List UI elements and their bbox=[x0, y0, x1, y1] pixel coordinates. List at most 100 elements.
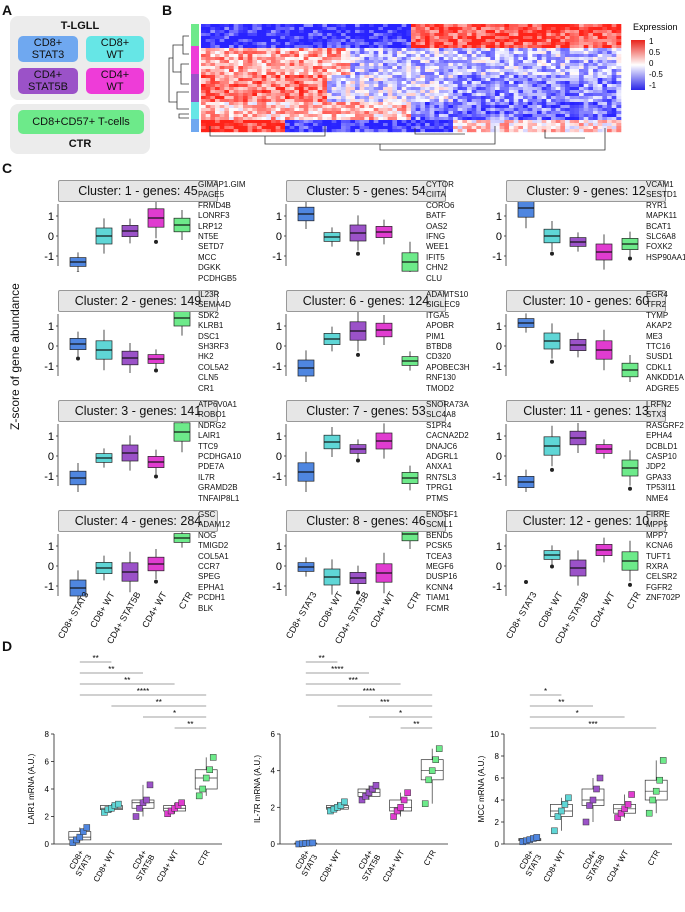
outlier-point bbox=[356, 251, 360, 256]
y-tick: 0 bbox=[48, 341, 54, 353]
cluster-boxplot: 1 0 -1 bbox=[492, 313, 639, 382]
outlier-point bbox=[356, 590, 360, 595]
significance-label: ** bbox=[108, 665, 114, 674]
y-axis-label: MCC mRNA (A.U.) bbox=[477, 755, 486, 822]
cell-cd8-stat3: CD8+ STAT3 bbox=[18, 36, 78, 62]
y-axis-label: IL-7R mRNA (A.U.) bbox=[253, 755, 262, 823]
y-axis-label: LAIR1 mRNA (A.U.) bbox=[27, 753, 36, 824]
data-point bbox=[617, 809, 625, 817]
data-point bbox=[533, 834, 541, 841]
heatmap-group-bar bbox=[191, 46, 199, 74]
y-tick: -1 bbox=[44, 471, 54, 483]
data-point bbox=[195, 792, 203, 800]
heatmap-group-bar bbox=[191, 102, 199, 119]
cluster-gene-list: ADAMTS10 SIGLEC9 ITGA5 APOBR PIM1 BTBD8 … bbox=[426, 290, 470, 393]
y-tick: 1 bbox=[48, 431, 54, 443]
x-tick-label: CTR bbox=[422, 848, 438, 867]
legend-tick: -0.5 bbox=[649, 70, 663, 79]
legend-tick: -1 bbox=[649, 81, 657, 90]
y-tick: 6 bbox=[271, 730, 276, 739]
cluster-gene-list: LRFN2 STX3 RASGRF2 EPHA4 DCBLD1 CASP10 J… bbox=[646, 400, 684, 503]
x-tick-label: CD8+ WT bbox=[92, 848, 118, 883]
y-tick: -1 bbox=[44, 251, 54, 263]
cluster-title: Cluster: 2 - genes: 149 bbox=[58, 290, 218, 312]
cell-cd4-wt: CD4+ WT bbox=[86, 68, 144, 94]
x-tick-label: CD8+ WT bbox=[318, 848, 344, 883]
y-tick: 2 bbox=[271, 803, 276, 812]
outlier-point bbox=[550, 467, 554, 472]
outlier-point bbox=[550, 564, 554, 569]
significance-label: ** bbox=[413, 720, 419, 729]
data-point bbox=[593, 785, 600, 793]
significance-label: * bbox=[544, 687, 547, 696]
heatmap-panel: Expression 1 0.5 0 -0.5 -1 bbox=[168, 22, 678, 151]
y-tick: -1 bbox=[272, 251, 282, 263]
significance-label: ** bbox=[124, 676, 130, 685]
legend-tick: 0.5 bbox=[649, 48, 661, 57]
y-tick: 1 bbox=[48, 321, 54, 333]
data-point bbox=[435, 745, 443, 752]
panel-a-label: A bbox=[2, 2, 13, 18]
data-point bbox=[143, 796, 150, 804]
cluster-title: Cluster: 3 - genes: 141 bbox=[58, 400, 218, 422]
heatmap-group-bar bbox=[191, 24, 199, 46]
cluster-gene-list: FIRRE MPP5 MPP7 KCNA6 TUFT1 RXRA CELSR2 … bbox=[646, 510, 681, 603]
x-tick-label: CTR bbox=[196, 848, 212, 867]
cluster-title: Cluster: 1 - genes: 45 bbox=[58, 180, 218, 202]
cluster-gene-list: CYTOR CIITA CORO6 BATF OAS2 IFNG WEE1 IF… bbox=[426, 180, 455, 283]
y-tick: -1 bbox=[44, 581, 54, 593]
y-tick: 0 bbox=[48, 451, 54, 463]
cell-cd4-stat5b: CD4+ STAT5B bbox=[18, 68, 78, 94]
legend-tick: 1 bbox=[649, 37, 654, 46]
y-tick: -1 bbox=[272, 361, 282, 373]
y-tick: -1 bbox=[492, 251, 502, 263]
outlier-point bbox=[76, 271, 80, 272]
cluster-title: Cluster: 11 - genes: 13 bbox=[506, 400, 666, 422]
data-point bbox=[652, 787, 660, 795]
data-point bbox=[428, 767, 436, 774]
data-point bbox=[202, 774, 210, 782]
data-point bbox=[554, 813, 562, 820]
significance-label: **** bbox=[331, 665, 343, 674]
data-point bbox=[390, 813, 397, 820]
cluster-boxplot: 1 0 -1 bbox=[44, 422, 191, 492]
box-4 bbox=[401, 532, 419, 542]
data-point bbox=[341, 798, 348, 806]
data-point bbox=[649, 796, 656, 804]
heatmap-cells bbox=[201, 24, 622, 133]
significance-label: ** bbox=[318, 654, 324, 663]
data-point bbox=[404, 789, 411, 796]
y-tick: -1 bbox=[492, 361, 502, 373]
y-tick: 0 bbox=[496, 341, 502, 353]
y-tick: 0 bbox=[276, 231, 282, 243]
y-tick: -1 bbox=[492, 471, 502, 483]
data-point bbox=[199, 785, 206, 793]
data-point bbox=[136, 805, 143, 812]
y-tick: 2 bbox=[495, 818, 500, 827]
cluster-boxplot: 1 0 -1 bbox=[492, 202, 639, 270]
y-tick: 1 bbox=[496, 541, 502, 553]
data-point bbox=[586, 802, 593, 809]
data-point bbox=[624, 801, 632, 808]
cluster-boxplot: 1 0 -1 bbox=[492, 534, 639, 596]
data-point bbox=[115, 800, 122, 808]
significance-label: **** bbox=[363, 687, 375, 696]
cluster-title: Cluster: 6 - genes: 124 bbox=[286, 290, 446, 312]
outlier-point bbox=[628, 256, 632, 261]
outlier-point bbox=[154, 239, 158, 244]
y-tick: 6 bbox=[495, 774, 500, 783]
y-tick: -1 bbox=[44, 361, 54, 373]
data-point bbox=[425, 776, 432, 784]
data-point bbox=[178, 799, 185, 806]
cluster-gene-list: IL23R SEMA4D SDK2 KLRB1 DSC1 SH3RF3 HK2 … bbox=[198, 290, 231, 393]
y-tick: 1 bbox=[276, 541, 282, 553]
cluster-gene-list: SNORA73A SLC4A8 S1PR4 CACNA2D2 DNAJC6 AD… bbox=[426, 400, 469, 503]
cluster-boxplot: 1 0 -1 bbox=[272, 423, 419, 492]
y-tick: -1 bbox=[272, 581, 282, 593]
outlier-point bbox=[356, 352, 360, 357]
y-tick: 4 bbox=[495, 796, 500, 805]
cluster-title: Cluster: 7 - genes: 53 bbox=[286, 400, 446, 422]
y-tick: 0 bbox=[496, 451, 502, 463]
data-point bbox=[551, 827, 558, 835]
cluster-boxplot: 1 0 -1 bbox=[44, 312, 191, 376]
